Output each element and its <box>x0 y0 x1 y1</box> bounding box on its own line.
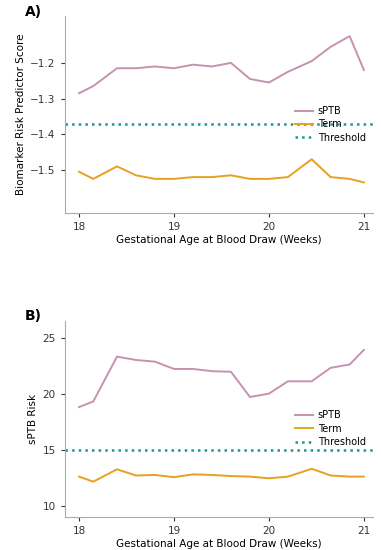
sPTB <box>267 390 271 397</box>
Term <box>248 175 252 182</box>
Term <box>309 465 314 472</box>
sPTB <box>115 65 119 72</box>
Term <box>172 175 176 182</box>
sPTB <box>328 43 333 50</box>
Term <box>91 478 96 485</box>
sPTB <box>229 59 233 66</box>
Text: B): B) <box>25 309 42 323</box>
X-axis label: Gestational Age at Blood Draw (Weeks): Gestational Age at Blood Draw (Weeks) <box>116 539 322 549</box>
sPTB <box>153 359 157 365</box>
sPTB <box>190 62 195 68</box>
Term <box>190 174 195 180</box>
sPTB <box>362 346 366 353</box>
sPTB <box>115 353 119 360</box>
Term <box>248 474 252 480</box>
sPTB <box>172 65 176 72</box>
Term <box>267 175 271 182</box>
sPTB <box>210 368 214 375</box>
sPTB <box>347 33 352 40</box>
sPTB <box>77 90 81 97</box>
Term <box>347 474 352 480</box>
sPTB <box>362 67 366 73</box>
Term <box>286 474 290 480</box>
Term <box>210 472 214 478</box>
Y-axis label: Biomarker Risk Predictor Score: Biomarker Risk Predictor Score <box>16 34 26 195</box>
Term <box>153 175 157 182</box>
Term <box>115 163 119 170</box>
Term <box>328 472 333 479</box>
Line: Term: Term <box>79 160 364 183</box>
Term <box>190 471 195 478</box>
sPTB <box>328 365 333 371</box>
sPTB <box>347 361 352 368</box>
Term <box>134 472 138 479</box>
Term <box>229 473 233 480</box>
Term <box>267 475 271 482</box>
sPTB <box>134 65 138 72</box>
sPTB <box>267 79 271 86</box>
Legend: sPTB, Term, Threshold: sPTB, Term, Threshold <box>292 103 368 146</box>
sPTB <box>91 83 96 90</box>
Term <box>362 179 366 186</box>
Term <box>77 474 81 480</box>
sPTB <box>286 69 290 75</box>
Term <box>153 472 157 478</box>
Text: A): A) <box>25 5 42 19</box>
X-axis label: Gestational Age at Blood Draw (Weeks): Gestational Age at Blood Draw (Weeks) <box>116 235 322 245</box>
Line: sPTB: sPTB <box>79 350 364 407</box>
Term <box>91 175 96 182</box>
Term <box>210 174 214 180</box>
Legend: sPTB, Term, Threshold: sPTB, Term, Threshold <box>292 408 368 450</box>
sPTB <box>210 63 214 70</box>
sPTB <box>286 378 290 384</box>
Term <box>229 172 233 179</box>
Term <box>172 474 176 481</box>
sPTB <box>153 63 157 70</box>
Term <box>347 175 352 182</box>
Term <box>362 474 366 480</box>
Term <box>286 174 290 180</box>
Term <box>115 466 119 472</box>
sPTB <box>248 394 252 400</box>
sPTB <box>77 404 81 410</box>
Y-axis label: sPTB Risk: sPTB Risk <box>28 394 38 444</box>
sPTB <box>229 368 233 375</box>
Line: Term: Term <box>79 469 364 482</box>
sPTB <box>91 398 96 405</box>
sPTB <box>134 357 138 364</box>
Line: sPTB: sPTB <box>79 36 364 94</box>
Term <box>309 156 314 163</box>
sPTB <box>248 76 252 82</box>
sPTB <box>309 378 314 384</box>
Term <box>328 174 333 180</box>
sPTB <box>190 366 195 372</box>
sPTB <box>172 366 176 372</box>
sPTB <box>309 58 314 64</box>
Term <box>77 168 81 175</box>
Term <box>134 172 138 179</box>
